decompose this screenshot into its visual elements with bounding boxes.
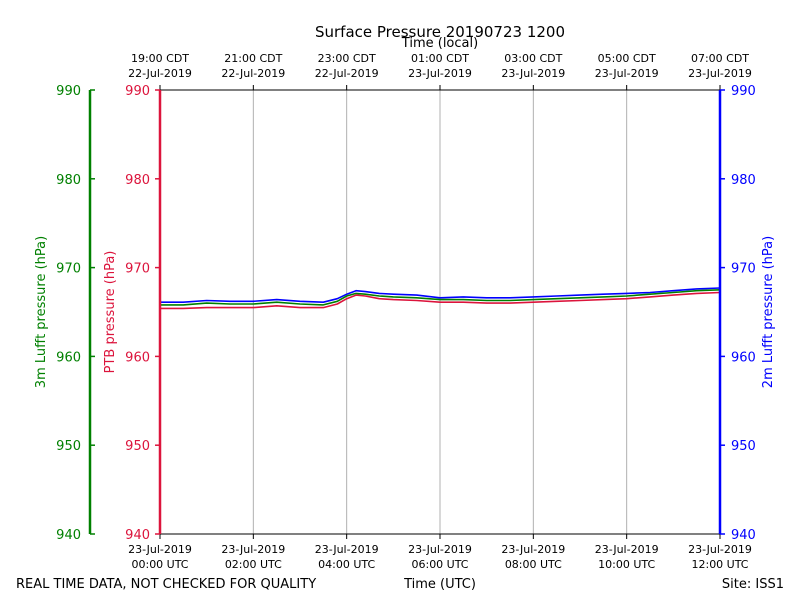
top-tick-label-time-5: 05:00 CDT (598, 52, 656, 65)
x-tick-label-time-2: 04:00 UTC (318, 558, 375, 571)
top-tick-label-date-2: 22-Jul-2019 (315, 67, 379, 80)
ptb-tick-label-1: 950 (125, 439, 150, 454)
x-tick-label-time-3: 06:00 UTC (411, 558, 468, 571)
lufft3m-tick-label-2: 960 (56, 350, 81, 365)
ptb-tick-label-4: 980 (125, 173, 150, 188)
x-tick-label-date-6: 23-Jul-2019 (688, 543, 752, 556)
quality-note: REAL TIME DATA, NOT CHECKED FOR QUALITY (16, 577, 316, 592)
lufft3m-tick-label-1: 950 (56, 439, 81, 454)
top-tick-label-time-3: 01:00 CDT (411, 52, 469, 65)
x-tick-label-date-4: 23-Jul-2019 (501, 543, 565, 556)
top-tick-label-date-6: 23-Jul-2019 (688, 67, 752, 80)
top-axis-title: Time (local) (401, 36, 478, 51)
series-lines (160, 287, 721, 310)
lufft3m-tick-label-3: 970 (56, 262, 81, 277)
series-line-lufft3m (160, 289, 721, 306)
x-tick-label-date-3: 23-Jul-2019 (408, 543, 472, 556)
chart-title: Surface Pressure 20190723 1200 (315, 23, 565, 41)
top-tick-label-date-5: 23-Jul-2019 (595, 67, 659, 80)
lufft2m-tick-label-3: 970 (731, 262, 756, 277)
x-tick-label-time-4: 08:00 UTC (505, 558, 562, 571)
lufft2m-tick-label-2: 960 (731, 350, 756, 365)
top-tick-label-time-0: 19:00 CDT (131, 52, 189, 65)
lufft2m-tick-label-4: 980 (731, 173, 756, 188)
lufft2m-tick-label-5: 990 (731, 84, 756, 99)
ptb-axis-title: PTB pressure (hPa) (103, 251, 118, 374)
top-tick-label-date-3: 23-Jul-2019 (408, 67, 472, 80)
site-label: Site: ISS1 (722, 577, 784, 592)
lufft2m-tick-label-0: 940 (731, 528, 756, 543)
top-tick-label-time-6: 07:00 CDT (691, 52, 749, 65)
top-tick-label-time-1: 21:00 CDT (224, 52, 282, 65)
lufft3m-tick-label-4: 980 (56, 173, 81, 188)
x-tick-label-time-1: 02:00 UTC (225, 558, 282, 571)
x-tick-label-date-2: 23-Jul-2019 (315, 543, 379, 556)
lufft2m-tick-label-1: 950 (731, 439, 756, 454)
ptb-tick-label-5: 990 (125, 84, 150, 99)
tick-labels: 23-Jul-2019 00:00 UTC 19:00 CDT 22-Jul-2019… (56, 52, 756, 571)
lufft3m-tick-label-0: 940 (56, 528, 81, 543)
x-tick-label-date-0: 23-Jul-2019 (128, 543, 192, 556)
x-tick-label-date-5: 23-Jul-2019 (595, 543, 659, 556)
ptb-tick-label-0: 940 (125, 528, 150, 543)
x-tick-label-time-0: 00:00 UTC (131, 558, 188, 571)
series-line-lufft2m (160, 287, 721, 304)
top-tick-label-date-0: 22-Jul-2019 (128, 67, 192, 80)
x-tick-label-date-1: 23-Jul-2019 (221, 543, 285, 556)
top-tick-label-time-4: 03:00 CDT (504, 52, 562, 65)
lufft3m-axis-title: 3m Lufft pressure (hPa) (34, 236, 49, 388)
top-tick-label-date-1: 22-Jul-2019 (221, 67, 285, 80)
plot-frame (88, 85, 725, 539)
ptb-tick-label-2: 960 (125, 350, 150, 365)
x-tick-label-time-5: 10:00 UTC (598, 558, 655, 571)
top-tick-label-time-2: 23:00 CDT (318, 52, 376, 65)
top-tick-label-date-4: 23-Jul-2019 (501, 67, 565, 80)
ptb-tick-label-3: 970 (125, 262, 150, 277)
lufft3m-tick-label-5: 990 (56, 84, 81, 99)
x-axis-title: Time (UTC) (403, 577, 476, 592)
x-tick-label-time-6: 12:00 UTC (691, 558, 748, 571)
series-line-ptb (160, 291, 721, 310)
lufft2m-axis-title: 2m Lufft pressure (hPa) (761, 236, 776, 388)
gridlines (252, 90, 628, 534)
